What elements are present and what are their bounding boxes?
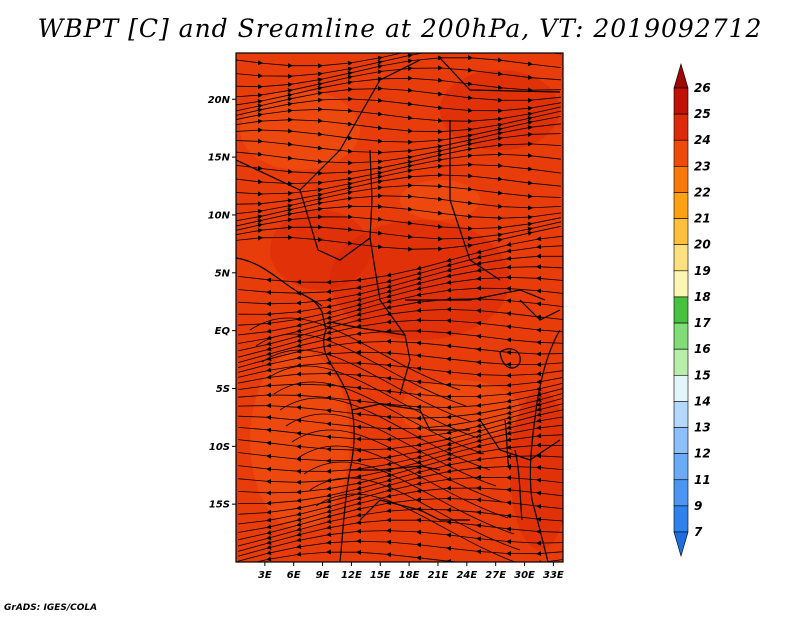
colorbar-swatch [673, 192, 689, 219]
colorbar-swatch [673, 270, 689, 298]
lat-label: 20N [208, 95, 231, 106]
colorbar-swatch [673, 401, 689, 428]
streamline [315, 493, 517, 562]
streamline [291, 429, 503, 503]
colorbar-label: 16 [694, 342, 711, 356]
colorbar-swatch [673, 296, 689, 324]
streamline [273, 381, 485, 455]
streamline [249, 317, 461, 391]
lat-label: 10S [209, 442, 230, 453]
map-frame [235, 52, 564, 563]
colorbar-swatch [673, 348, 689, 376]
streamline [254, 549, 563, 562]
colorbar-label: 19 [694, 264, 711, 278]
lat-label: 5S [216, 384, 230, 395]
colorbar-swatch [673, 374, 689, 402]
lon-label: 24E [456, 570, 477, 581]
streamline [261, 349, 473, 423]
field-patch [270, 210, 370, 290]
colorbar-swatch [673, 139, 689, 167]
lat-label: 10N [208, 210, 231, 221]
lon-label: 27E [485, 570, 506, 581]
colorbar-swatch [673, 453, 689, 481]
streamlines [236, 53, 563, 562]
wbpt-field [236, 53, 563, 562]
lon-label: 3E [258, 570, 272, 581]
colorbar-swatch [673, 427, 689, 454]
colorbar-swatch [673, 505, 689, 533]
colorbar-bottom-arrow [673, 531, 689, 558]
colorbar-label: 12 [694, 447, 711, 461]
lat-label: EQ [215, 326, 231, 337]
streamline [297, 445, 509, 519]
grads-credit: GrADS: IGES/COLA [4, 603, 98, 613]
lon-label: 21E [428, 570, 449, 581]
colorbar-label: 20 [694, 238, 711, 252]
lat-label: 15N [208, 153, 231, 164]
colorbar-label: 23 [694, 159, 711, 173]
colorbar-swatch [673, 322, 689, 350]
colorbar-label: 18 [694, 290, 711, 304]
colorbar-label: 22 [694, 185, 711, 199]
field-patch [510, 390, 563, 550]
map-title: WBPT [C] and Sreamline at 200hPa, VT: 20… [37, 14, 763, 43]
colorbar-label: 26 [694, 81, 711, 95]
lon-label: 12E [341, 570, 362, 581]
lon-label: 15E [370, 570, 391, 581]
lon-label: 6E [287, 570, 301, 581]
colorbar-swatch [673, 113, 689, 141]
colorbar-swatch [673, 166, 689, 193]
colorbar-label: 15 [694, 368, 711, 382]
lon-label: 33E [543, 570, 564, 581]
colorbar: 7 9 11 12 13 14 15 16 17 18 19 20 21 22 23 24 25 26 [673, 62, 711, 558]
colorbar-label: 13 [694, 421, 711, 435]
lon-label: 9E [316, 570, 330, 581]
streamline [279, 397, 491, 471]
colorbar-label: 21 [694, 212, 711, 226]
colorbar-label: 25 [694, 107, 711, 121]
colorbar-label: 24 [694, 133, 711, 147]
colorbar-label: 17 [694, 316, 711, 330]
colorbar-label: 14 [694, 394, 711, 408]
streamline [255, 333, 467, 407]
streamline [285, 413, 497, 487]
streamline [309, 477, 521, 551]
latitude-axis: 20N 15N 10N 5N EQ 5S 10S 15S [208, 95, 236, 511]
streamline [303, 461, 515, 535]
colorbar-label: 11 [694, 473, 711, 487]
colorbar-swatch [673, 218, 689, 246]
colorbar-swatch [673, 244, 689, 272]
lat-label: 5N [215, 268, 231, 279]
lon-label: 30E [514, 570, 535, 581]
colorbar-top-arrow [673, 62, 689, 89]
colorbar-label: 9 [694, 499, 702, 513]
colorbar-label: 7 [694, 525, 703, 539]
longitude-axis: 3E 6E 9E 12E 15E 18E 21E 24E 27E 30E 33E [258, 562, 564, 581]
streamline [267, 365, 479, 439]
lon-label: 18E [399, 570, 420, 581]
lat-label: 15S [209, 500, 230, 511]
colorbar-swatch [673, 479, 689, 507]
colorbar-swatch [673, 87, 689, 115]
